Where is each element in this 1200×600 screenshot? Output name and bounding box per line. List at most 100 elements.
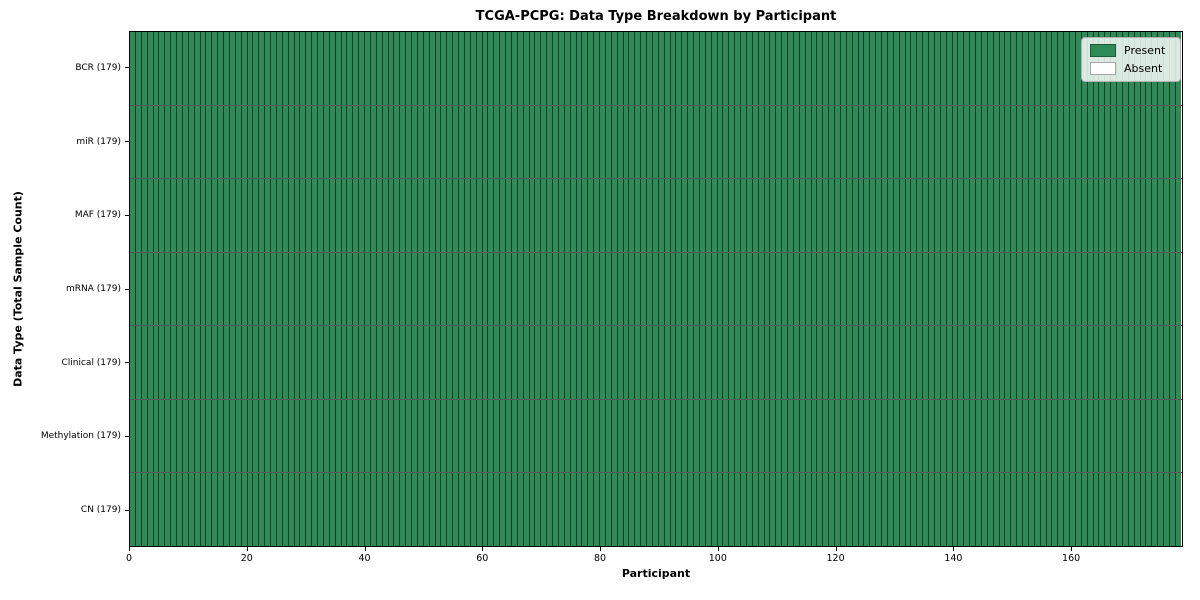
heatmap-cell	[499, 252, 505, 326]
heatmap-cell	[722, 326, 729, 399]
heatmap-cell	[839, 326, 846, 399]
heatmap-cell	[563, 326, 570, 399]
heatmap-cell	[211, 399, 218, 473]
heatmap-cell	[904, 32, 911, 105]
heatmap-cell	[516, 252, 523, 326]
heatmap-cell	[557, 32, 564, 105]
heatmap-cell	[704, 105, 711, 179]
heatmap-cell	[170, 473, 176, 547]
heatmap-cell	[528, 179, 535, 252]
heatmap-cell	[892, 399, 899, 473]
heatmap-row	[130, 399, 1182, 474]
heatmap-cell	[610, 32, 617, 105]
heatmap-cell	[698, 473, 705, 547]
heatmap-cell	[534, 473, 541, 547]
heatmap-cell	[1086, 105, 1093, 179]
heatmap-cell	[928, 179, 934, 252]
heatmap-cell	[634, 32, 641, 105]
heatmap-cell	[1074, 473, 1081, 547]
heatmap-cell	[1110, 473, 1116, 547]
heatmap-cell	[898, 179, 905, 252]
heatmap-cell	[170, 105, 176, 179]
heatmap-cell	[528, 32, 535, 105]
heatmap-cell	[810, 473, 817, 547]
heatmap-cell	[646, 326, 652, 399]
heatmap-cell	[469, 473, 476, 547]
heatmap-cell	[1151, 252, 1158, 326]
heatmap-cell	[369, 326, 376, 399]
heatmap-cell	[569, 473, 576, 547]
heatmap-cell	[869, 105, 876, 179]
heatmap-cell	[939, 326, 946, 399]
heatmap-row	[130, 326, 1182, 400]
heatmap-cell	[217, 105, 223, 179]
heatmap-cell	[892, 473, 899, 547]
heatmap-row	[130, 473, 1182, 547]
heatmap-cell	[593, 252, 599, 326]
heatmap-cell	[170, 326, 176, 399]
heatmap-cell	[992, 326, 999, 399]
heatmap-cell	[646, 473, 652, 547]
heatmap-cell	[904, 399, 911, 473]
heatmap-cell	[563, 252, 570, 326]
heatmap-cell	[863, 179, 870, 252]
heatmap-cell	[757, 252, 764, 326]
heatmap-cell	[1063, 179, 1069, 252]
heatmap-cell	[493, 252, 500, 326]
heatmap-cell	[1074, 326, 1081, 399]
heatmap-cell	[428, 32, 435, 105]
heatmap-cell	[751, 326, 758, 399]
heatmap-cell	[810, 326, 817, 399]
heatmap-cell	[270, 252, 276, 326]
heatmap-cell	[716, 32, 723, 105]
heatmap-cell	[1098, 105, 1105, 179]
heatmap-cell	[1092, 473, 1099, 547]
heatmap-cell	[193, 326, 200, 399]
heatmap-cell	[146, 252, 153, 326]
heatmap-cell	[152, 252, 159, 326]
heatmap-cell	[440, 179, 447, 252]
heatmap-cell	[992, 179, 999, 252]
heatmap-cell	[1051, 473, 1058, 547]
y-tick-label: MAF (179)	[74, 210, 121, 221]
heatmap-cell	[358, 32, 364, 105]
heatmap-cell	[340, 105, 347, 179]
heatmap-cell	[622, 179, 629, 252]
heatmap-cell	[975, 179, 981, 252]
heatmap-cell	[1057, 326, 1064, 399]
heatmap-cell	[693, 399, 699, 473]
heatmap-cell	[246, 105, 253, 179]
heatmap-cell	[787, 473, 793, 547]
heatmap-cell	[933, 179, 940, 252]
heatmap-cell	[540, 326, 547, 399]
heatmap-cell	[886, 252, 893, 326]
heatmap-cell	[469, 252, 476, 326]
heatmap-cell	[728, 105, 735, 179]
heatmap-cell	[922, 399, 928, 473]
heatmap-cell	[1104, 252, 1111, 326]
heatmap-cell	[334, 252, 341, 326]
heatmap-cell	[951, 326, 958, 399]
heatmap-cell	[1039, 32, 1046, 105]
heatmap-cell	[152, 326, 159, 399]
heatmap-cell	[422, 252, 429, 326]
heatmap-cell	[980, 399, 987, 473]
heatmap-cell	[258, 105, 265, 179]
heatmap-cell	[675, 105, 682, 179]
heatmap-cell	[252, 179, 259, 252]
heatmap-cell	[857, 32, 864, 105]
heatmap-cell	[728, 326, 735, 399]
heatmap-cell	[240, 326, 247, 399]
heatmap-cell	[1121, 326, 1128, 399]
heatmap-cell	[505, 399, 511, 473]
heatmap-cell	[552, 105, 558, 179]
heatmap-cell	[951, 399, 958, 473]
heatmap-cell	[745, 326, 752, 399]
heatmap-cell	[411, 105, 417, 179]
heatmap-cell	[957, 105, 964, 179]
heatmap-cell	[205, 473, 212, 547]
heatmap-cell	[581, 179, 588, 252]
heatmap-cell	[164, 105, 171, 179]
heatmap-cell	[399, 105, 406, 179]
heatmap-cell	[1110, 326, 1116, 399]
